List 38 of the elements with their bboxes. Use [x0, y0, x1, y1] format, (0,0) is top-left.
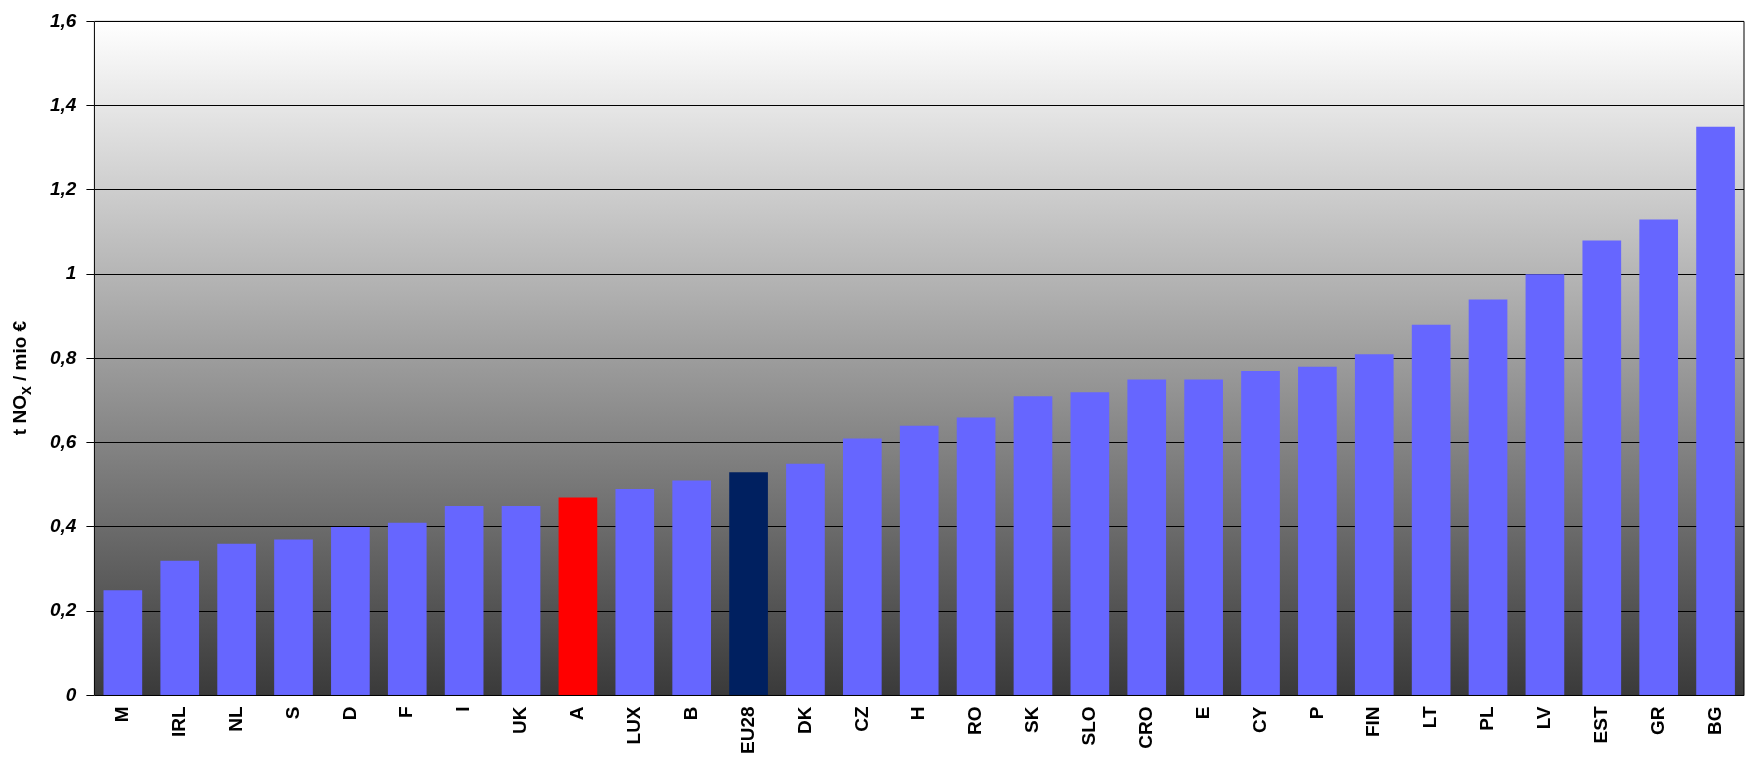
y-tick-label: 0,2	[49, 599, 77, 621]
x-tick-label: H	[907, 706, 929, 721]
y-tick-label: 1,4	[49, 93, 77, 115]
x-tick-label: LUX	[623, 706, 645, 745]
y-tick-label: 1	[65, 262, 77, 284]
x-tick-label: CZ	[850, 706, 872, 732]
x-tick-label: SLO	[1078, 706, 1100, 746]
x-tick-label: E	[1191, 706, 1213, 720]
x-tick-label: GR	[1646, 706, 1668, 735]
x-tick-label: A	[566, 706, 588, 721]
x-tick-label: S	[281, 706, 303, 720]
y-tick-label: 0,8	[49, 346, 77, 368]
x-tick-label: IRL	[167, 706, 189, 738]
x-tick-label: I	[452, 706, 474, 712]
x-tick-label: SK	[1021, 706, 1043, 733]
x-tick-label: PL	[1476, 706, 1498, 731]
y-tick-label: 1,6	[49, 9, 77, 31]
x-tick-label: LT	[1419, 706, 1441, 729]
x-tick-label: CRO	[1134, 706, 1156, 749]
x-tick-label: BG	[1703, 706, 1725, 735]
x-tick-label: FIN	[1362, 706, 1384, 738]
y-tick-label: 0,4	[49, 515, 77, 537]
x-tick-label: UK	[509, 706, 531, 734]
y-tick-label: 1,2	[49, 178, 77, 200]
x-tick-label: LV	[1533, 706, 1555, 730]
x-tick-label: B	[679, 706, 701, 721]
x-tick-label: DK	[793, 706, 815, 734]
x-tick-label: EU28	[736, 706, 758, 754]
x-tick-label: EST	[1590, 706, 1612, 744]
x-tick-label: M	[111, 706, 133, 723]
x-tick-label: NL	[224, 706, 246, 732]
y-tick-label: 0,6	[49, 430, 77, 452]
y-tick-label: 0	[65, 683, 77, 705]
x-tick-label: D	[338, 706, 360, 721]
x-tick-label: P	[1305, 706, 1327, 720]
x-tick-label: RO	[964, 706, 986, 735]
x-tick-label: F	[395, 706, 417, 719]
x-tick-label: CY	[1248, 706, 1270, 733]
